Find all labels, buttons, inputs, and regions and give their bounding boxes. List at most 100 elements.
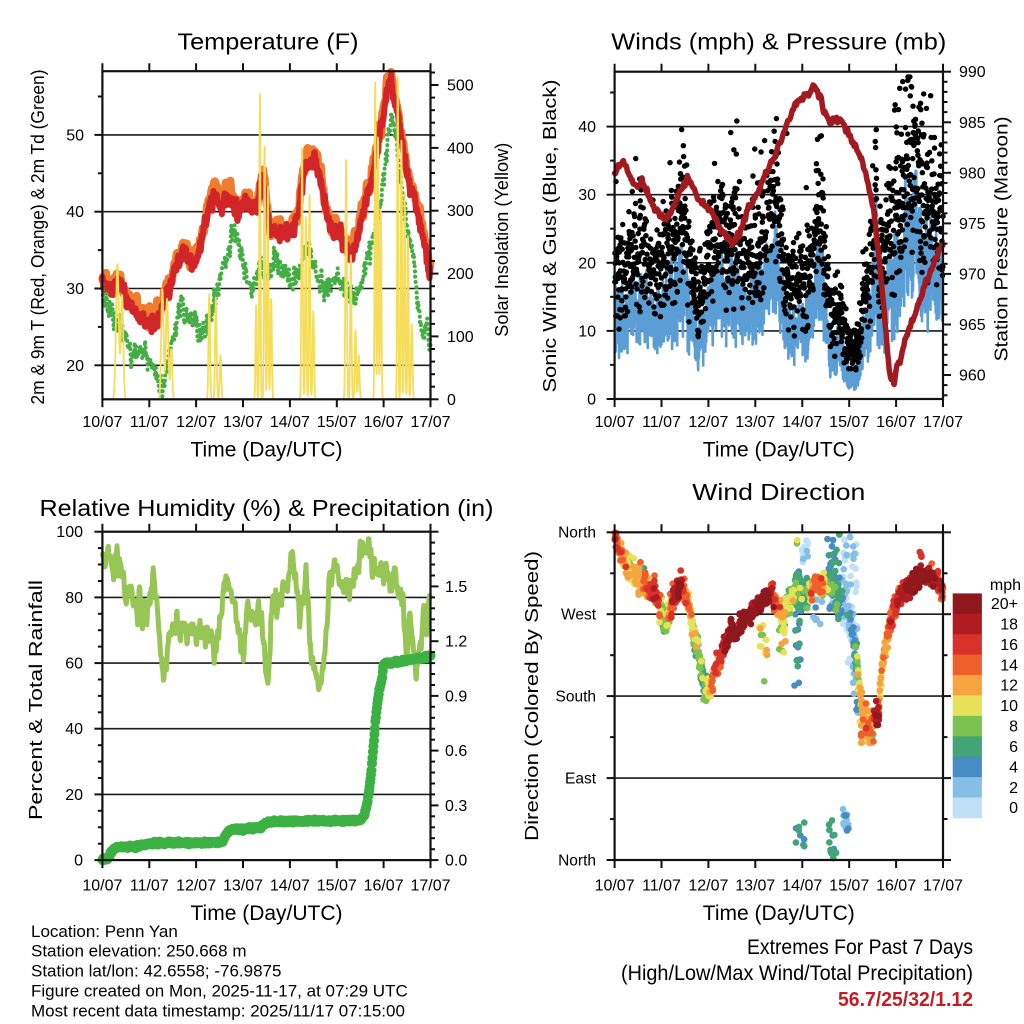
svg-text:0: 0 bbox=[1009, 800, 1018, 817]
svg-text:0.9: 0.9 bbox=[445, 688, 467, 705]
svg-text:16/07: 16/07 bbox=[364, 877, 404, 894]
svg-text:Wind Direction: Wind Direction bbox=[692, 479, 865, 505]
svg-text:Time (Day/UTC): Time (Day/UTC) bbox=[703, 437, 855, 462]
svg-text:300: 300 bbox=[447, 203, 474, 220]
svg-text:56.7/25/32/1.12: 56.7/25/32/1.12 bbox=[838, 988, 973, 1011]
svg-text:13/07: 13/07 bbox=[223, 414, 263, 431]
svg-text:12/07: 12/07 bbox=[176, 877, 216, 894]
svg-text:0.3: 0.3 bbox=[445, 798, 467, 815]
svg-text:16/07: 16/07 bbox=[364, 414, 404, 431]
svg-text:17/07: 17/07 bbox=[923, 877, 963, 894]
svg-text:11/07: 11/07 bbox=[642, 877, 681, 894]
svg-text:1.5: 1.5 bbox=[445, 579, 467, 596]
svg-text:40: 40 bbox=[65, 721, 83, 738]
svg-text:6: 6 bbox=[1009, 739, 1018, 756]
svg-text:0.0: 0.0 bbox=[445, 853, 467, 870]
svg-text:North: North bbox=[558, 852, 596, 869]
svg-text:990: 990 bbox=[959, 64, 986, 81]
svg-text:15/07: 15/07 bbox=[829, 877, 869, 894]
svg-text:12/07: 12/07 bbox=[176, 414, 216, 431]
svg-text:500: 500 bbox=[447, 78, 474, 95]
svg-text:4: 4 bbox=[1009, 759, 1018, 776]
svg-text:0: 0 bbox=[74, 853, 83, 870]
svg-text:12/07: 12/07 bbox=[688, 877, 728, 894]
svg-text:17/07: 17/07 bbox=[923, 414, 963, 431]
svg-text:Station lat/lon: 42.6558; -76.: Station lat/lon: 42.6558; -76.9875 bbox=[31, 962, 281, 981]
svg-text:30: 30 bbox=[66, 281, 84, 298]
svg-text:Winds (mph) & Pressure (mb): Winds (mph) & Pressure (mb) bbox=[611, 28, 946, 54]
svg-text:80: 80 bbox=[65, 590, 83, 607]
svg-text:12/07: 12/07 bbox=[688, 414, 728, 431]
svg-text:14/07: 14/07 bbox=[782, 877, 822, 894]
svg-text:2m & 9m T (Red, Orange) & 2m T: 2m & 9m T (Red, Orange) & 2m Td (Green) bbox=[28, 70, 48, 405]
svg-text:Sonic Wind & Gust (Blue, Black: Sonic Wind & Gust (Blue, Black) bbox=[540, 80, 560, 393]
svg-text:60: 60 bbox=[65, 656, 83, 673]
svg-text:Station elevation: 250.668 m: Station elevation: 250.668 m bbox=[31, 942, 246, 961]
svg-text:100: 100 bbox=[447, 329, 474, 346]
svg-text:East: East bbox=[565, 770, 597, 787]
svg-text:Figure created on Mon, 2025-11: Figure created on Mon, 2025-11-17, at 07… bbox=[31, 982, 408, 1001]
svg-text:30: 30 bbox=[578, 187, 596, 204]
svg-text:980: 980 bbox=[959, 165, 986, 182]
svg-text:960: 960 bbox=[959, 368, 986, 385]
svg-text:50: 50 bbox=[66, 127, 84, 144]
svg-text:40: 40 bbox=[578, 119, 596, 136]
svg-text:12: 12 bbox=[1000, 678, 1018, 695]
svg-text:Solar Insolation (Yellow): Solar Insolation (Yellow) bbox=[492, 143, 512, 337]
svg-text:2: 2 bbox=[1009, 780, 1018, 797]
svg-text:10: 10 bbox=[578, 323, 596, 340]
svg-text:13/07: 13/07 bbox=[735, 414, 775, 431]
svg-text:Station Pressure (Maroon): Station Pressure (Maroon) bbox=[991, 116, 1011, 361]
svg-text:18: 18 bbox=[1000, 617, 1018, 634]
svg-text:10: 10 bbox=[1000, 698, 1018, 715]
svg-text:0: 0 bbox=[447, 392, 456, 409]
svg-text:15/07: 15/07 bbox=[829, 414, 869, 431]
svg-text:14: 14 bbox=[1000, 657, 1018, 674]
svg-text:17/07: 17/07 bbox=[410, 877, 450, 894]
svg-text:20+: 20+ bbox=[991, 596, 1018, 613]
svg-text:14/07: 14/07 bbox=[270, 877, 310, 894]
svg-text:40: 40 bbox=[66, 204, 84, 221]
svg-text:Time (Day/UTC): Time (Day/UTC) bbox=[191, 900, 343, 925]
svg-text:North: North bbox=[558, 525, 596, 542]
svg-text:1.2: 1.2 bbox=[445, 634, 467, 651]
svg-text:0.6: 0.6 bbox=[445, 743, 467, 760]
svg-text:Temperature (F): Temperature (F) bbox=[178, 28, 359, 54]
svg-text:Relative Humidity (%) & Precip: Relative Humidity (%) & Precipitation (i… bbox=[40, 495, 494, 521]
svg-text:13/07: 13/07 bbox=[735, 877, 775, 894]
svg-text:14/07: 14/07 bbox=[270, 414, 310, 431]
svg-text:West: West bbox=[561, 607, 597, 624]
svg-text:mph: mph bbox=[990, 577, 1021, 594]
svg-text:400: 400 bbox=[447, 140, 474, 157]
svg-text:0: 0 bbox=[587, 392, 596, 409]
svg-text:Percent & Total Rainfall: Percent & Total Rainfall bbox=[26, 580, 46, 820]
svg-text:975: 975 bbox=[959, 216, 986, 233]
svg-text:Direction (Colored By Speed): Direction (Colored By Speed) bbox=[522, 551, 542, 841]
svg-text:11/07: 11/07 bbox=[130, 414, 169, 431]
svg-text:14/07: 14/07 bbox=[782, 414, 822, 431]
svg-text:985: 985 bbox=[959, 115, 986, 132]
svg-text:200: 200 bbox=[447, 266, 474, 283]
svg-text:970: 970 bbox=[959, 266, 986, 283]
svg-text:15/07: 15/07 bbox=[317, 414, 357, 431]
svg-text:20: 20 bbox=[66, 358, 84, 375]
svg-text:8: 8 bbox=[1009, 719, 1018, 736]
svg-text:10/07: 10/07 bbox=[82, 414, 122, 431]
svg-text:15/07: 15/07 bbox=[317, 877, 357, 894]
svg-text:100: 100 bbox=[56, 524, 83, 541]
svg-text:17/07: 17/07 bbox=[410, 414, 450, 431]
svg-text:Time (Day/UTC): Time (Day/UTC) bbox=[703, 900, 855, 925]
svg-text:20: 20 bbox=[65, 787, 83, 804]
svg-text:20: 20 bbox=[578, 255, 596, 272]
svg-text:10/07: 10/07 bbox=[82, 877, 122, 894]
svg-text:11/07: 11/07 bbox=[642, 414, 681, 431]
svg-text:13/07: 13/07 bbox=[223, 877, 263, 894]
svg-text:(High/Low/Max Wind/Total Preci: (High/Low/Max Wind/Total Precipitation) bbox=[621, 961, 973, 985]
svg-text:Most recent data timestamp: 20: Most recent data timestamp: 2025/11/17 0… bbox=[31, 1001, 405, 1020]
svg-text:16/07: 16/07 bbox=[876, 877, 916, 894]
svg-text:South: South bbox=[555, 688, 596, 705]
svg-text:16: 16 bbox=[1000, 637, 1018, 654]
svg-text:965: 965 bbox=[959, 317, 986, 334]
svg-text:Extremes For Past 7 Days: Extremes For Past 7 Days bbox=[747, 935, 973, 959]
svg-text:Location: Penn Yan: Location: Penn Yan bbox=[31, 922, 178, 941]
